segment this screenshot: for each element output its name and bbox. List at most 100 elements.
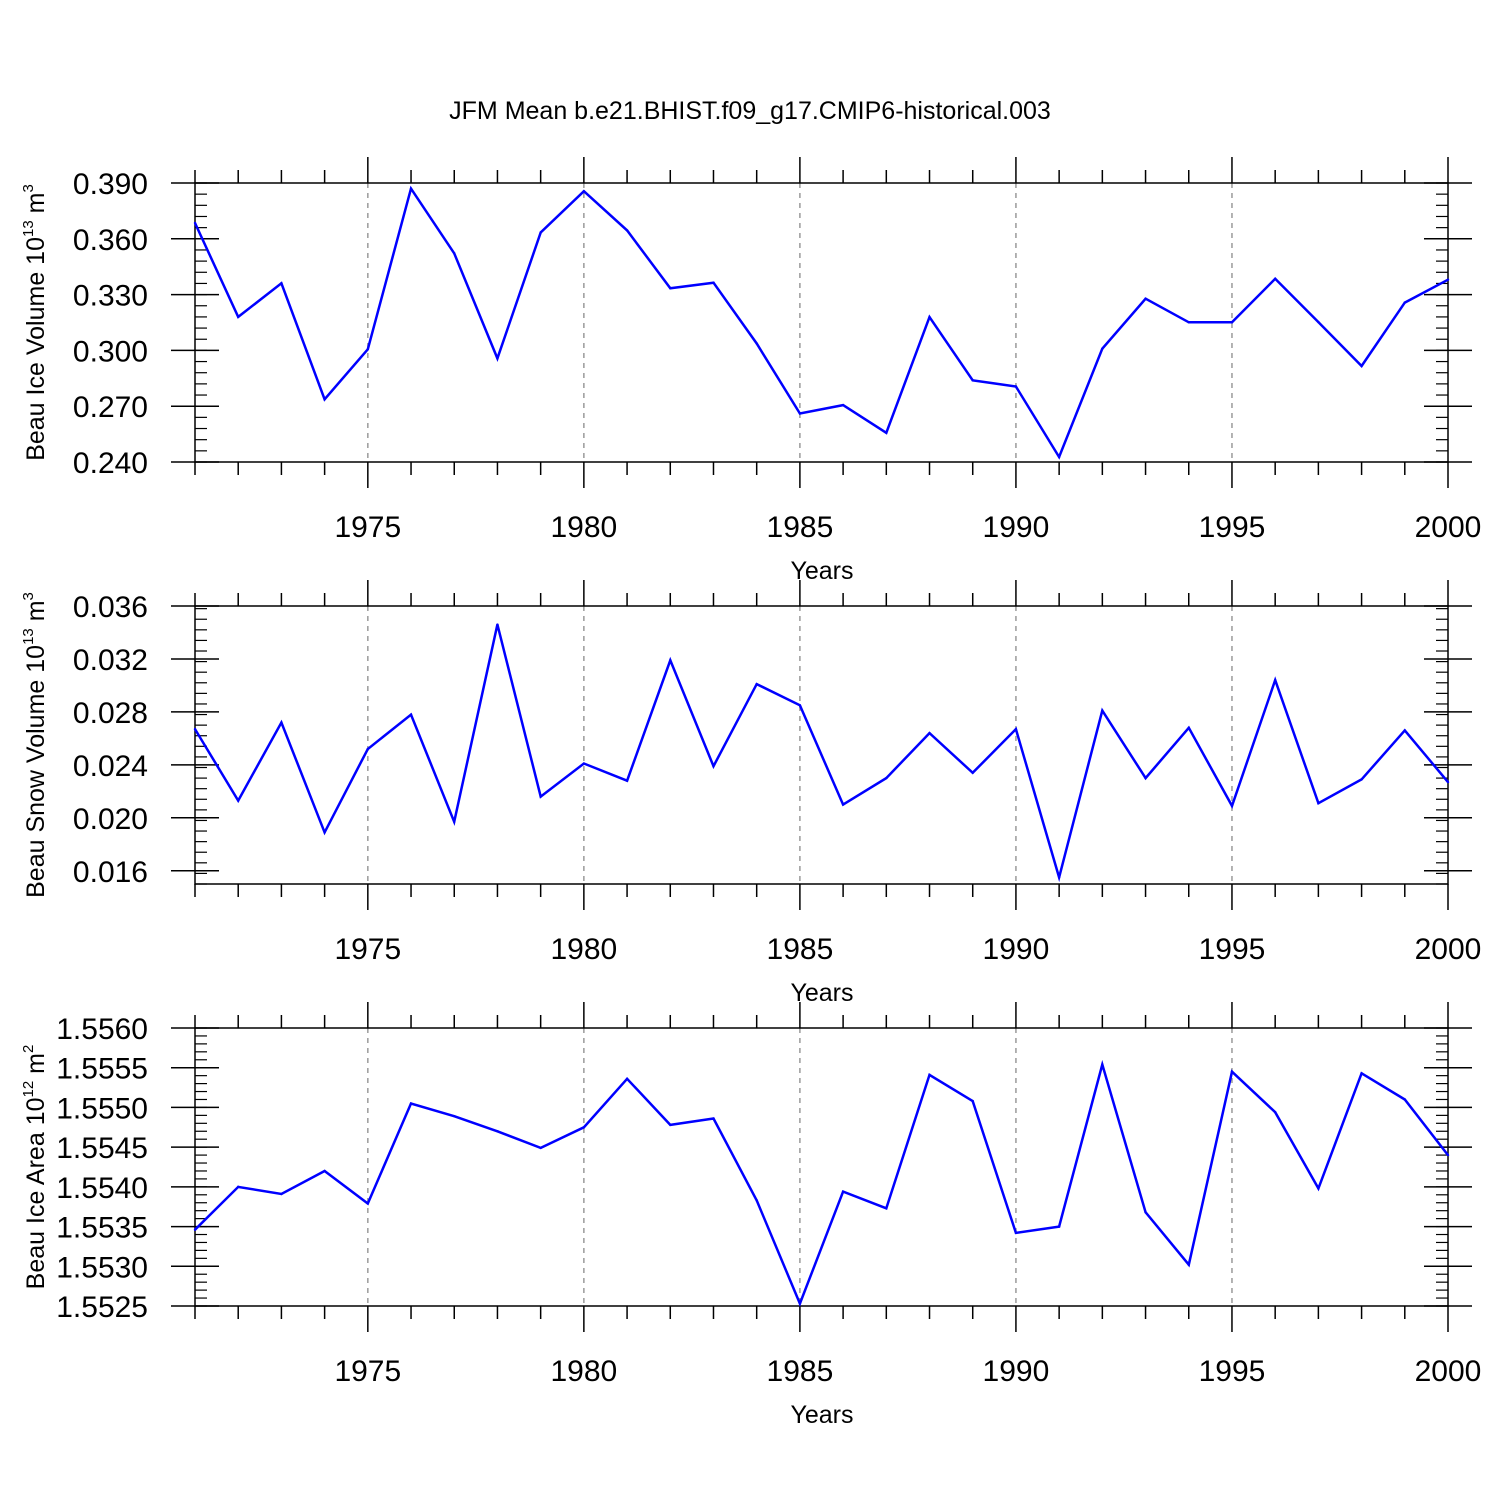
data-point <box>1187 1263 1190 1266</box>
data-point <box>1317 320 1320 324</box>
data-point <box>885 431 888 434</box>
panel-3: 1.5525 1.5530 1.5535 1.5540 1.5545 1.5550 1.55… <box>20 1002 1481 1429</box>
data-point <box>928 1073 931 1077</box>
data-point <box>971 379 974 382</box>
data-point <box>193 1228 197 1231</box>
data-point <box>1446 780 1450 784</box>
data-point <box>798 1302 802 1305</box>
data-point <box>841 403 845 407</box>
data-point <box>539 231 542 234</box>
x-tick-label: 2000 <box>1415 1355 1482 1388</box>
y-tick-label: 0.020 <box>73 803 148 836</box>
data-point <box>841 1190 845 1193</box>
data-point <box>496 357 499 360</box>
data-point <box>323 1169 326 1173</box>
data-point <box>1187 321 1190 324</box>
data-point <box>193 727 197 731</box>
x-tick-label: 1975 <box>334 1355 401 1388</box>
data-point <box>712 764 715 768</box>
x-axis-label: Years <box>790 557 853 585</box>
data-point <box>1403 301 1406 304</box>
x-tick-label: 1995 <box>1199 511 1266 544</box>
y-tick-label: 1.5540 <box>56 1172 148 1205</box>
x-tick-label: 1995 <box>1199 1355 1266 1388</box>
data-point <box>539 795 542 798</box>
panel-2: 0.016 0.020 0.024 0.028 0.032 0.036 1975 1980 19… <box>20 580 1481 1007</box>
x-tick-label: 1980 <box>550 1355 617 1388</box>
x-tick-label: 1990 <box>983 511 1050 544</box>
y-tick-label: 1.5535 <box>56 1212 148 1245</box>
data-point <box>453 252 456 255</box>
data-point <box>755 1199 758 1202</box>
data-point <box>366 1202 370 1205</box>
data-point <box>625 229 629 232</box>
data-point <box>928 731 931 735</box>
data-point <box>1014 727 1018 731</box>
data-point <box>1014 1231 1018 1235</box>
data-point <box>237 799 240 802</box>
data-point <box>496 1130 499 1133</box>
panel-1: 0.240 0.270 0.300 0.330 0.360 0.390 1975 1980 19… <box>20 157 1481 585</box>
x-tick-label: 1975 <box>334 511 401 544</box>
data-point <box>755 342 758 345</box>
x-tick-label: 1990 <box>983 1355 1050 1388</box>
data-point <box>1360 778 1363 781</box>
data-point <box>1446 1153 1450 1157</box>
y-tick-label: 0.240 <box>73 447 148 480</box>
y-tick-label: 0.016 <box>73 856 148 889</box>
y-tick-label: 1.5555 <box>56 1053 148 1086</box>
data-point <box>625 779 629 782</box>
y-tick-label: 1.5545 <box>56 1132 148 1165</box>
data-point <box>453 1114 456 1118</box>
data-point <box>1317 802 1320 805</box>
x-tick-label: 1985 <box>767 1355 834 1388</box>
data-point <box>1230 321 1234 324</box>
y-tick-label: 0.360 <box>73 224 148 257</box>
y-tick-label: 0.270 <box>73 391 148 424</box>
y-tick-label: 1.5550 <box>56 1092 148 1125</box>
data-point <box>582 189 586 193</box>
data-point <box>1317 1187 1320 1190</box>
data-point <box>366 348 370 351</box>
data-point <box>669 1123 672 1127</box>
x-axis-label: Years <box>790 979 853 1007</box>
data-point <box>280 1192 283 1196</box>
x-tick-label: 1975 <box>334 933 401 966</box>
data-point <box>193 221 197 225</box>
data-point <box>885 1207 888 1210</box>
x-tick-label: 2000 <box>1415 933 1482 966</box>
plot-frame <box>194 1027 1449 1307</box>
data-point <box>1101 347 1104 350</box>
data-point <box>1057 876 1061 879</box>
data-point <box>323 398 326 401</box>
y-tick-label: 0.300 <box>73 335 148 368</box>
data-point <box>1446 278 1450 281</box>
data-point <box>1187 726 1190 729</box>
series-line <box>193 185 1449 460</box>
data-point <box>1360 364 1363 368</box>
data-point <box>539 1146 542 1150</box>
data-point <box>237 1185 240 1189</box>
series-line <box>193 624 1449 883</box>
y-tick-label: 0.330 <box>73 280 148 313</box>
series-line <box>194 1059 1449 1307</box>
data-point <box>409 1102 413 1105</box>
data-point <box>1230 804 1234 808</box>
data-point <box>1403 1098 1406 1101</box>
x-tick-label: 1990 <box>983 933 1050 966</box>
data-point <box>712 1117 715 1120</box>
data-point <box>1273 1110 1277 1114</box>
data-point <box>669 287 672 290</box>
data-point <box>496 623 499 626</box>
data-point <box>280 721 283 724</box>
data-point <box>1057 455 1061 459</box>
y-axis-label: Beau Ice Volume 1013 m3 <box>20 184 50 461</box>
data-point <box>669 659 672 662</box>
panels: 0.240 0.270 0.300 0.330 0.360 0.390 1975 1980 19… <box>20 157 1481 1429</box>
data-point <box>582 1126 586 1129</box>
data-point <box>928 315 931 319</box>
x-tick-label: 1985 <box>767 511 834 544</box>
data-point <box>841 803 845 806</box>
data-point <box>1230 1070 1234 1073</box>
